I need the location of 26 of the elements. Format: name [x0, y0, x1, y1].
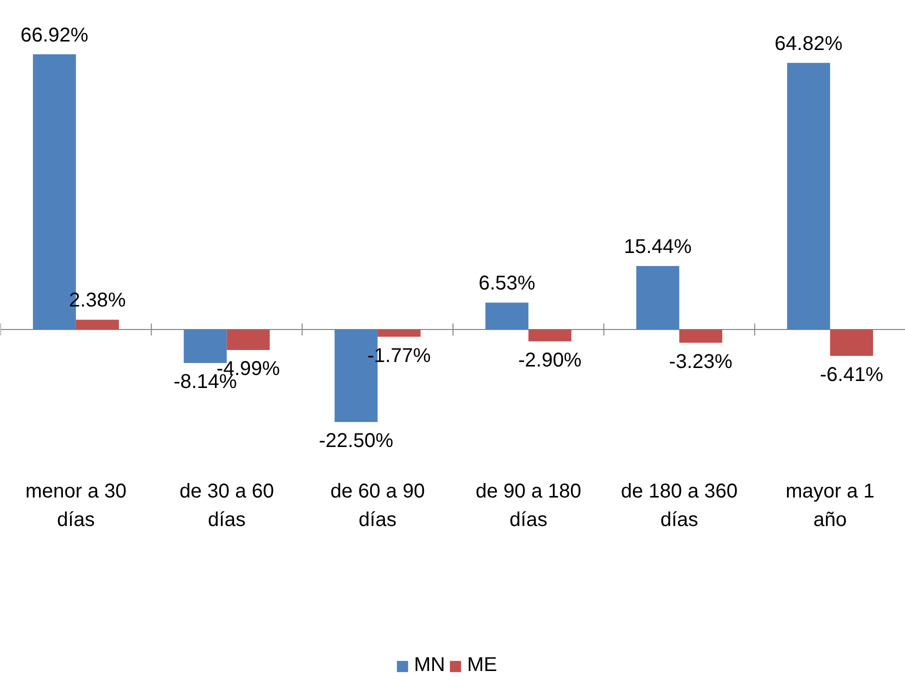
data-label: -22.50% [318, 430, 394, 452]
bar [679, 329, 722, 343]
data-label: -6.41% [820, 364, 884, 386]
x-tick-label: de 180 a 360 días [620, 480, 738, 532]
data-label: 6.53% [478, 272, 536, 295]
x-tick-label: mayor a 1 año [786, 480, 875, 532]
bar [226, 329, 270, 350]
bar [76, 320, 119, 330]
data-label: 66.92% [20, 24, 89, 46]
legend-label: ME [467, 654, 498, 677]
x-tick-label: de 90 a 180 días [476, 480, 582, 532]
data-label: -2.90% [518, 349, 582, 372]
bar [830, 329, 874, 356]
data-label: 15.44% [624, 236, 692, 258]
data-label: 64.82% [774, 32, 843, 55]
bar [636, 266, 680, 330]
bar [528, 329, 572, 342]
legend-label: MN [414, 654, 446, 677]
x-tick-label: menor a 30 días [25, 480, 127, 532]
x-tick-label: de 30 a 60 días [179, 480, 274, 532]
data-label: -3.23% [669, 350, 733, 373]
bar [184, 329, 227, 363]
bar [485, 302, 528, 330]
x-tick-label: de 60 a 90 días [330, 480, 425, 532]
bar [787, 62, 830, 330]
bar [378, 329, 421, 337]
